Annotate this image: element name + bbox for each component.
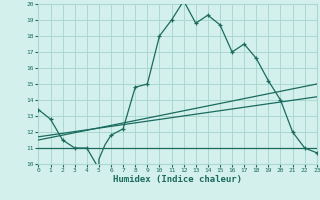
X-axis label: Humidex (Indice chaleur): Humidex (Indice chaleur) xyxy=(113,175,242,184)
